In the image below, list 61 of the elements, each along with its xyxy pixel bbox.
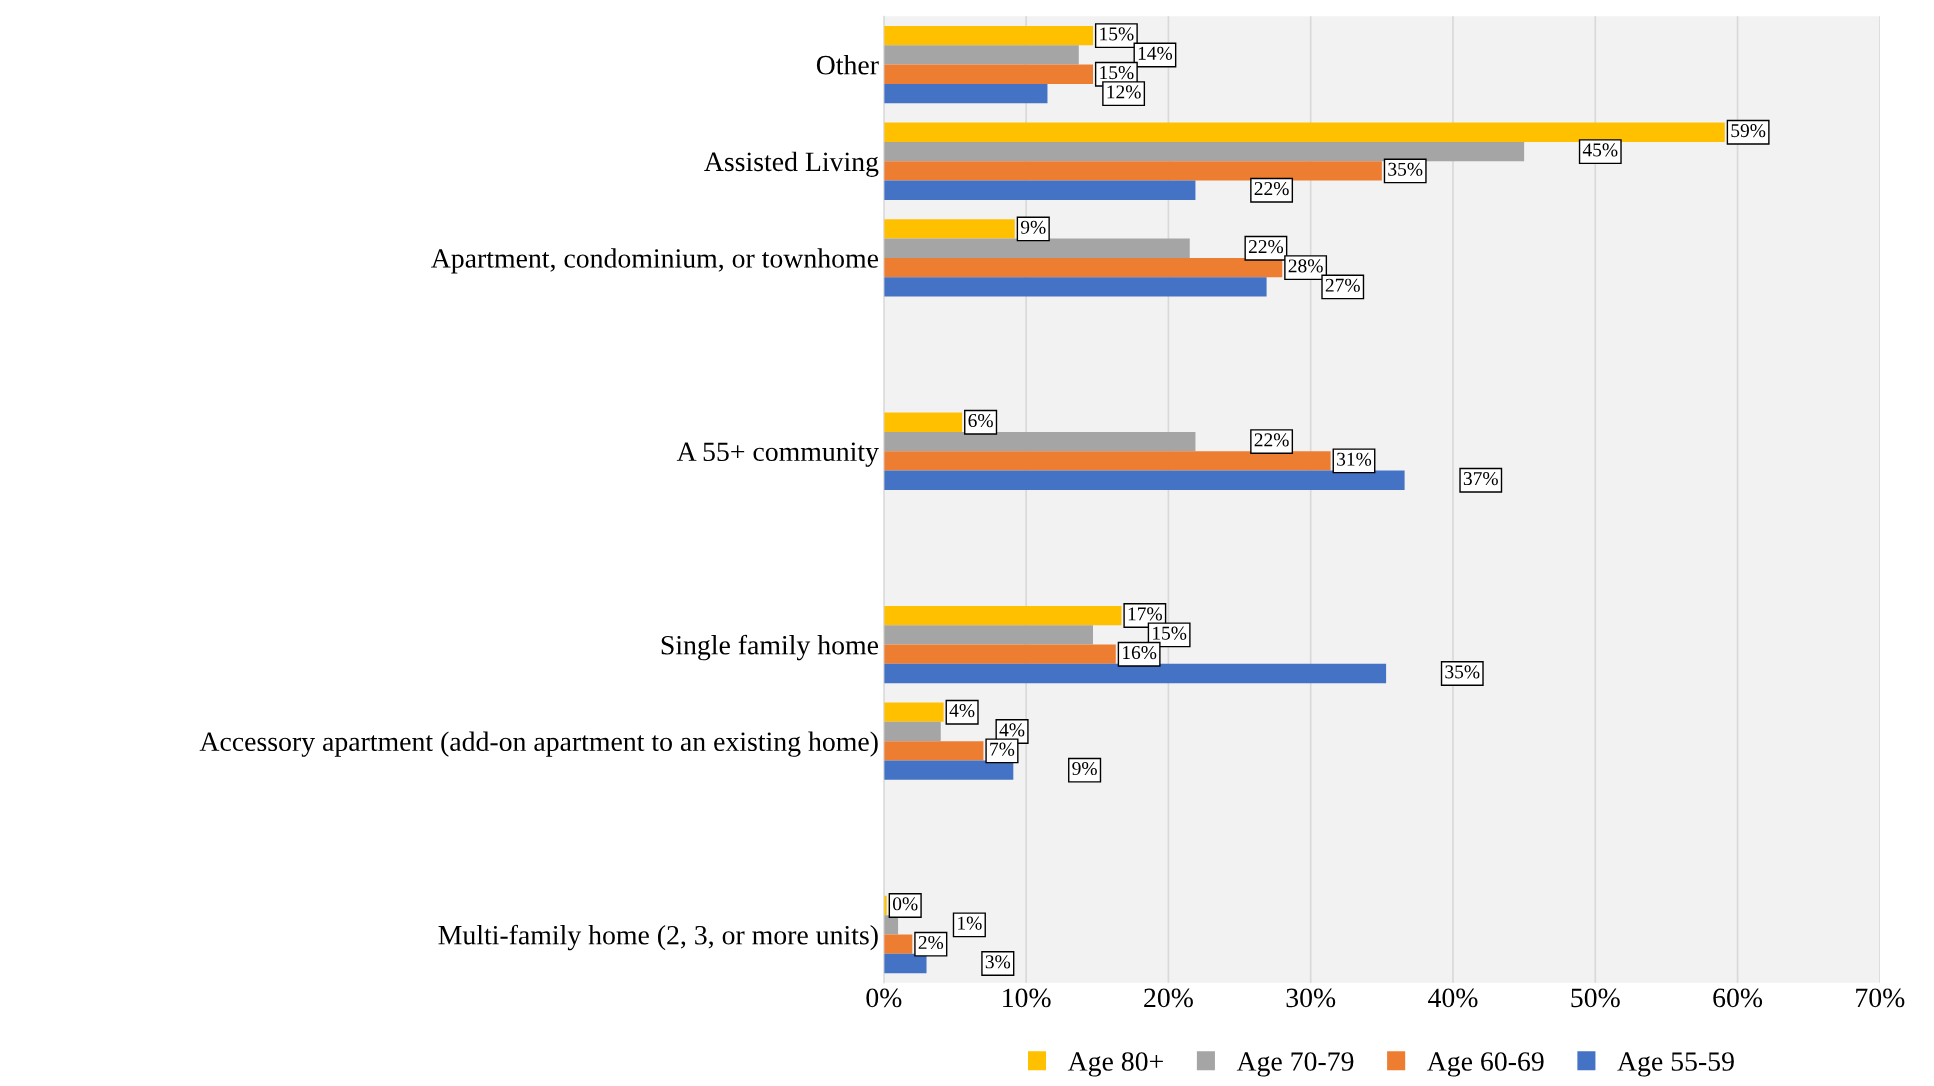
data-label: 15% — [1153, 626, 1187, 640]
bar — [883, 895, 887, 916]
y-tick-label: Assisted Living — [704, 151, 879, 177]
data-label: 7% — [990, 742, 1015, 756]
data-label: 37% — [1463, 471, 1498, 486]
data-label: 35% — [1388, 162, 1423, 176]
bar — [883, 663, 1387, 684]
x-tick-label: 10% — [1003, 988, 1051, 1008]
data-label: 14% — [1138, 46, 1173, 60]
bar — [883, 431, 1196, 452]
bar — [883, 83, 1048, 104]
x-tick-label: 50% — [1571, 988, 1620, 1008]
data-label: 2% — [918, 935, 944, 950]
bar — [883, 238, 1190, 258]
bar — [883, 45, 1079, 65]
data-label: 59% — [1731, 124, 1766, 138]
x-tick-label: 40% — [1428, 988, 1478, 1008]
data-label: 45% — [1582, 143, 1618, 157]
x-tick-label: 30% — [1286, 988, 1336, 1008]
bar — [883, 277, 1267, 297]
bar — [883, 721, 941, 742]
legend-label: Age 80+ — [1067, 1052, 1163, 1077]
data-label: 9% — [1072, 761, 1097, 776]
data-label: 0% — [892, 897, 918, 911]
legend-label: Age 70-79 — [1236, 1052, 1354, 1077]
data-label: 17% — [1128, 607, 1162, 621]
data-label: 4% — [949, 703, 975, 718]
y-tick-label: Apartment, condominium, or townhome — [431, 248, 879, 274]
data-label: 22% — [1248, 240, 1284, 254]
legend-label: Age 60-69 — [1426, 1052, 1544, 1077]
legend-label: Age 55-59 — [1617, 1052, 1734, 1077]
bar — [883, 470, 1405, 490]
data-label: 6% — [968, 413, 993, 428]
data-label: 15% — [1100, 66, 1134, 80]
bar — [883, 625, 1093, 645]
data-label: 1% — [958, 916, 982, 930]
y-tick-label: Other — [816, 54, 879, 75]
data-label: 27% — [1325, 278, 1360, 292]
y-tick-label: Accessory apartment (add-on apartment to an existing home) — [199, 731, 878, 757]
y-tick-label: Single family home — [661, 634, 879, 661]
x-tick-label: 0% — [866, 988, 902, 1008]
data-label: 35% — [1445, 665, 1480, 679]
data-label: 16% — [1123, 645, 1157, 660]
data-label: 22% — [1254, 433, 1289, 447]
data-label: 12% — [1107, 85, 1141, 99]
bar — [883, 760, 1014, 780]
x-tick-label: 20% — [1144, 988, 1193, 1008]
data-label: 22% — [1254, 182, 1289, 196]
data-label: 15% — [1100, 27, 1134, 41]
bar — [883, 180, 1196, 200]
data-label: 28% — [1288, 259, 1323, 273]
bar — [883, 953, 927, 974]
x-tick-label: 60% — [1713, 988, 1763, 1008]
data-label: 9% — [1020, 220, 1046, 234]
bar — [883, 141, 1525, 162]
y-tick-label: A 55+ community — [676, 442, 879, 467]
data-label: 31% — [1337, 452, 1372, 466]
data-label: 3% — [985, 955, 1011, 969]
x-tick-label: 70% — [1856, 988, 1905, 1008]
data-label: 4% — [999, 723, 1025, 737]
y-tick-label: Multi-family home (2, 3, or more units) — [438, 924, 878, 951]
